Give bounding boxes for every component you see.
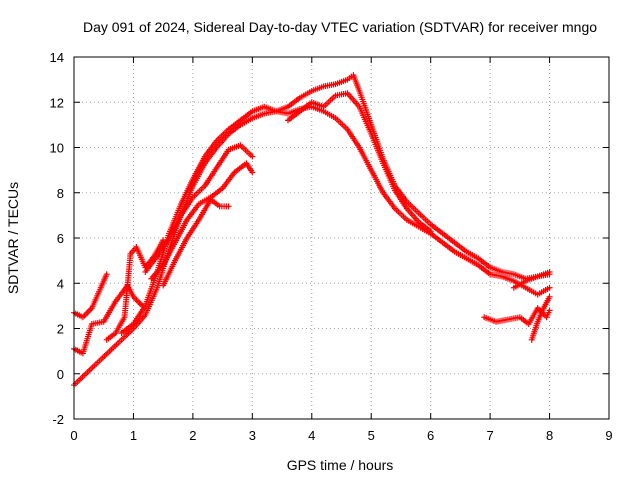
data-point-marker xyxy=(546,307,553,314)
data-point-marker xyxy=(139,302,146,309)
series-layer xyxy=(71,72,553,389)
x-axis-label: GPS time / hours xyxy=(287,457,394,473)
y-tick-label: 6 xyxy=(57,231,64,246)
x-tick-label: 0 xyxy=(70,428,77,443)
chart-title: Day 091 of 2024, Sidereal Day-to-day VTE… xyxy=(83,19,597,35)
data-point-marker xyxy=(249,153,256,160)
data-point-marker xyxy=(546,293,553,300)
x-tick-label: 6 xyxy=(427,428,434,443)
y-tick-label: 8 xyxy=(57,186,64,201)
x-tick-label: 3 xyxy=(249,428,256,443)
series-track-early-top xyxy=(71,271,110,321)
x-tick-label: 4 xyxy=(308,428,315,443)
y-tick-label: 4 xyxy=(57,276,64,291)
grid xyxy=(74,57,609,419)
series-track-end-rise xyxy=(528,293,553,343)
x-tick-label: 9 xyxy=(605,428,612,443)
y-tick-label: 2 xyxy=(57,322,64,337)
x-tick-label: 5 xyxy=(368,428,375,443)
x-tick-label: 8 xyxy=(546,428,553,443)
series-track-early-bottom xyxy=(71,282,146,357)
y-tick-label: -2 xyxy=(52,412,64,427)
x-tick-label: 2 xyxy=(189,428,196,443)
data-point-marker xyxy=(225,203,232,210)
x-tick-label: 1 xyxy=(130,428,137,443)
data-point-marker xyxy=(546,284,553,291)
x-tick-label: 7 xyxy=(486,428,493,443)
series-track-end-blob xyxy=(510,271,553,291)
y-axis-label: SDTVAR / TECUs xyxy=(5,182,21,294)
series-track-short-loop xyxy=(160,196,232,289)
data-point-marker xyxy=(249,169,256,176)
data-point-marker xyxy=(427,228,434,235)
series-track-early-bump xyxy=(103,237,167,343)
y-tick-label: 10 xyxy=(50,141,64,156)
y-tick-label: 14 xyxy=(50,50,64,65)
data-point-marker xyxy=(103,271,110,278)
data-point-marker xyxy=(546,271,553,278)
data-point-marker xyxy=(160,237,167,244)
y-tick-label: 12 xyxy=(50,95,64,110)
y-tick-label: 0 xyxy=(57,367,64,382)
series-track-mid-a xyxy=(142,142,256,275)
series-track-secondary-right xyxy=(285,90,434,235)
series-track-mid-b xyxy=(148,160,256,282)
